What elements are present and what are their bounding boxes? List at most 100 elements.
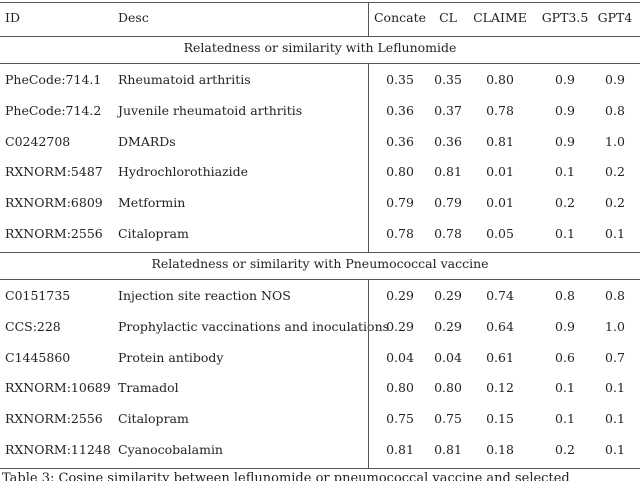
table-cell-concate: 0.36 <box>386 133 414 149</box>
column-header: Concate <box>373 10 427 25</box>
table-cell-desc: Protein antibody <box>118 349 224 365</box>
horizontal-rule <box>0 2 640 3</box>
section-title: Relatedness or similarity with Pneumococ… <box>151 256 489 271</box>
horizontal-rule <box>0 467 640 469</box>
table-cell-id: PheCode:714.1 <box>5 72 102 87</box>
table-cell-cl: 0.35 <box>434 72 462 87</box>
table-cell-gpt4: 0.1 <box>605 442 625 457</box>
table-cell-cl: 0.29 <box>434 318 462 334</box>
table-cell-id: PheCode:714.2 <box>5 102 102 118</box>
table-cell-gpt4: 0.1 <box>605 411 625 427</box>
table-cell-claime: 0.64 <box>486 318 514 334</box>
table-caption: Table 3: Cosine similarity between leflu… <box>2 471 570 481</box>
table-cell-gpt35: 0.2 <box>555 442 575 457</box>
table-cell-concate: 0.29 <box>386 318 414 334</box>
table-cell-claime: 0.18 <box>486 442 514 457</box>
table-cell-gpt35: 0.1 <box>555 164 575 180</box>
table-cell-gpt35: 0.1 <box>555 226 575 241</box>
horizontal-rule <box>0 279 640 280</box>
table-cell-desc: Hydrochlorothiazide <box>118 164 249 180</box>
table-cell-gpt35: 0.2 <box>555 195 575 211</box>
table-cell-desc: Cyanocobalamin <box>118 442 223 457</box>
table-cell-gpt35: 0.1 <box>555 411 575 427</box>
table-cell-claime: 0.80 <box>486 72 514 87</box>
table-cell-gpt4: 0.8 <box>605 102 625 118</box>
horizontal-rule <box>0 63 640 64</box>
table-cell-desc: Citalopram <box>118 226 189 241</box>
table-cell-cl: 0.81 <box>434 442 462 457</box>
table-cell-concate: 0.29 <box>386 288 414 303</box>
column-header: GPT4 <box>597 10 633 25</box>
table-cell-gpt35: 0.9 <box>555 133 575 149</box>
table-cell-gpt35: 0.9 <box>555 102 575 118</box>
column-header: CLAIME <box>473 10 527 25</box>
section-title: Relatedness or similarity with Leflunomi… <box>183 40 457 55</box>
table-cell-gpt4: 1.0 <box>605 318 625 334</box>
table-cell-desc: Prophylactic vaccinations and inoculatio… <box>118 318 390 334</box>
column-header: GPT3.5 <box>541 10 589 25</box>
table-cell-id: C0242708 <box>5 133 71 149</box>
table-cell-id: RXNORM:10689 <box>5 380 111 396</box>
vertical-rule <box>368 279 369 468</box>
table-cell-gpt35: 0.6 <box>555 349 575 365</box>
table-cell-concate: 0.78 <box>386 226 414 241</box>
table-cell-concate: 0.80 <box>386 164 414 180</box>
table-cell-gpt35: 0.9 <box>555 72 575 87</box>
table-cell-claime: 0.81 <box>486 133 514 149</box>
vertical-rule <box>368 2 369 36</box>
table-cell-id: RXNORM:5487 <box>5 164 103 180</box>
table-cell-concate: 0.04 <box>386 349 414 365</box>
table-cell-desc: DMARDs <box>118 133 176 149</box>
table-cell-desc: Tramadol <box>118 380 179 396</box>
column-header: ID <box>5 10 20 25</box>
table-cell-gpt4: 0.1 <box>605 226 625 241</box>
table-cell-id: CCS:228 <box>5 318 61 334</box>
table-cell-cl: 0.80 <box>434 380 462 396</box>
table-cell-desc: Rheumatoid arthritis <box>118 72 251 87</box>
table-cell-id: RXNORM:6809 <box>5 195 103 211</box>
horizontal-rule <box>0 251 640 253</box>
table-cell-cl: 0.36 <box>434 133 462 149</box>
table-cell-cl: 0.04 <box>434 349 462 365</box>
table-cell-concate: 0.81 <box>386 442 414 457</box>
table-cell-gpt4: 0.1 <box>605 380 625 396</box>
table-cell-concate: 0.35 <box>386 72 414 87</box>
table-cell-desc: Juvenile rheumatoid arthritis <box>118 102 303 118</box>
table-cell-id: C1445860 <box>5 349 71 365</box>
table-cell-gpt35: 0.9 <box>555 318 575 334</box>
table-cell-claime: 0.05 <box>486 226 514 241</box>
table-cell-cl: 0.37 <box>434 102 462 118</box>
table-cell-claime: 0.15 <box>486 411 514 427</box>
column-header: CL <box>439 10 457 25</box>
table-cell-claime: 0.01 <box>486 164 514 180</box>
table-cell-gpt4: 0.8 <box>605 288 625 303</box>
table-cell-claime: 0.78 <box>486 102 514 118</box>
table-cell-gpt4: 1.0 <box>605 133 625 149</box>
table-cell-gpt35: 0.8 <box>555 288 575 303</box>
table-cell-gpt4: 0.9 <box>605 72 625 87</box>
table-cell-claime: 0.12 <box>486 380 514 396</box>
table-cell-concate: 0.79 <box>386 195 414 211</box>
table-cell-claime: 0.61 <box>486 349 514 365</box>
table-cell-cl: 0.29 <box>434 288 462 303</box>
table-cell-desc: Metformin <box>118 195 186 211</box>
table-cell-id: RXNORM:2556 <box>5 226 103 241</box>
table-cell-claime: 0.01 <box>486 195 514 211</box>
table-cell-gpt35: 0.1 <box>555 380 575 396</box>
table-cell-id: RXNORM:11248 <box>5 442 111 457</box>
table-cell-gpt4: 0.2 <box>605 195 625 211</box>
table-cell-desc: Citalopram <box>118 411 189 427</box>
table-cell-gpt4: 0.7 <box>605 349 625 365</box>
table-cell-claime: 0.74 <box>486 288 514 303</box>
table-cell-id: RXNORM:2556 <box>5 411 103 427</box>
table-cell-id: C0151735 <box>5 288 71 303</box>
table-cell-cl: 0.79 <box>434 195 462 211</box>
column-header: Desc <box>118 10 149 25</box>
table-cell-concate: 0.36 <box>386 102 414 118</box>
table-cell-cl: 0.78 <box>434 226 462 241</box>
table-cell-cl: 0.75 <box>434 411 462 427</box>
table-cell-concate: 0.80 <box>386 380 414 396</box>
horizontal-rule <box>0 36 640 37</box>
table-cell-concate: 0.75 <box>386 411 414 427</box>
table-cell-gpt4: 0.2 <box>605 164 625 180</box>
